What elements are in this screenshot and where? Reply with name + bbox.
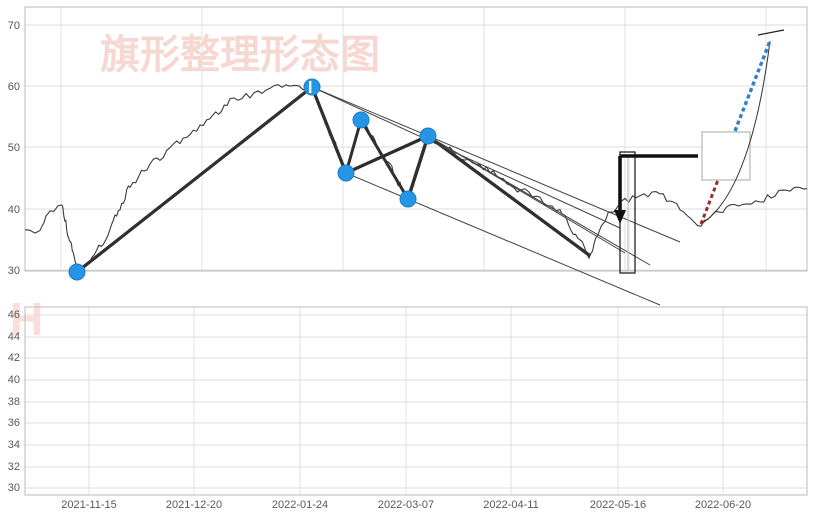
- svg-text:40: 40: [8, 374, 20, 386]
- svg-text:60: 60: [8, 81, 20, 93]
- svg-text:40: 40: [8, 204, 20, 216]
- svg-text:2022-05-16: 2022-05-16: [590, 499, 646, 511]
- svg-text:2022-01-24: 2022-01-24: [272, 499, 328, 511]
- svg-text:2022-03-07: 2022-03-07: [378, 499, 434, 511]
- svg-text:2021-12-20: 2021-12-20: [166, 499, 222, 511]
- svg-text:46: 46: [8, 309, 20, 321]
- svg-text:44: 44: [8, 331, 20, 343]
- svg-text:42: 42: [8, 352, 20, 364]
- svg-text:2022-04-11: 2022-04-11: [483, 499, 538, 511]
- svg-text:30: 30: [8, 265, 20, 277]
- svg-text:50: 50: [8, 142, 20, 154]
- svg-text:36: 36: [8, 417, 20, 429]
- svg-text:旗形整理形态图: 旗形整理形态图: [100, 33, 380, 77]
- svg-text:2021-11-15: 2021-11-15: [61, 499, 116, 511]
- svg-text:30: 30: [8, 482, 20, 494]
- svg-text:34: 34: [8, 439, 20, 451]
- svg-text:32: 32: [8, 461, 20, 473]
- svg-text:70: 70: [8, 20, 20, 32]
- svg-text:2022-06-20: 2022-06-20: [695, 499, 751, 511]
- svg-text:38: 38: [8, 396, 20, 408]
